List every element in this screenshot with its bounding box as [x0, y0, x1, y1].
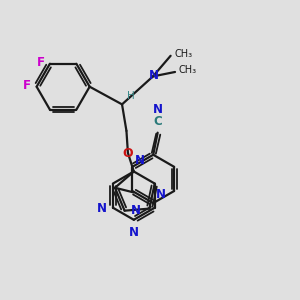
Text: N: N [153, 103, 163, 116]
Text: O: O [123, 147, 133, 160]
Text: C: C [153, 115, 162, 128]
Text: F: F [23, 79, 31, 92]
Text: N: N [156, 188, 166, 201]
Text: N: N [129, 226, 139, 239]
Text: CH₃: CH₃ [174, 49, 192, 59]
Text: N: N [131, 204, 141, 217]
Text: N: N [148, 69, 158, 82]
Text: CH₃: CH₃ [178, 65, 197, 76]
Text: H: H [127, 91, 135, 101]
Text: N: N [135, 154, 145, 167]
Text: N: N [97, 202, 107, 215]
Text: F: F [37, 56, 44, 69]
